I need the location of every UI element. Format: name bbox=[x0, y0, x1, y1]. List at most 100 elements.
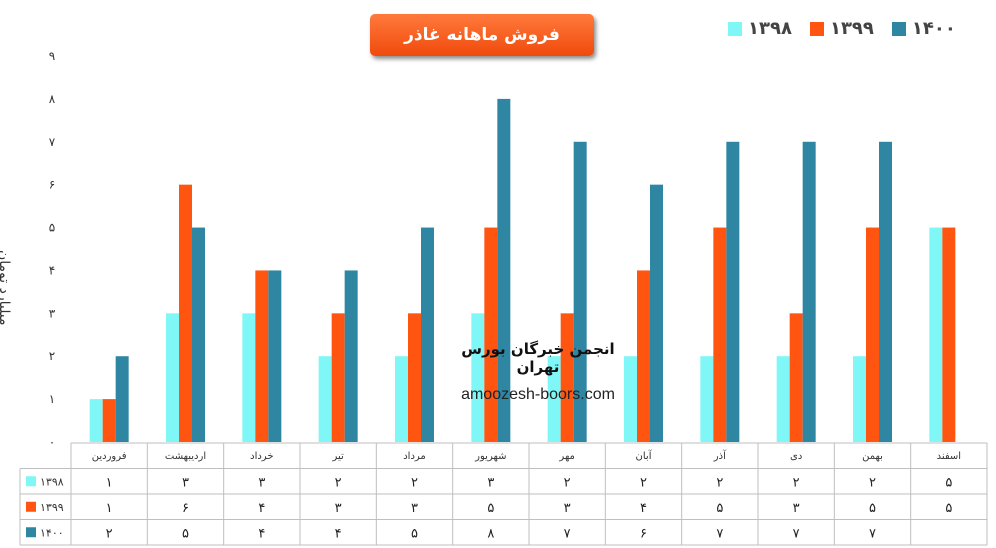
legend-swatch-1399 bbox=[809, 21, 824, 36]
data-label: ۷ bbox=[793, 526, 800, 541]
bar bbox=[853, 356, 866, 442]
data-label: ۴ bbox=[640, 501, 647, 516]
data-label: ۳ bbox=[564, 501, 571, 516]
y-tick-label: ۹ bbox=[49, 49, 55, 63]
bar bbox=[789, 313, 803, 442]
data-label: ۵ bbox=[716, 501, 723, 516]
data-label: ۵ bbox=[182, 526, 189, 541]
bar bbox=[395, 356, 408, 442]
data-label: ۵ bbox=[487, 501, 494, 516]
legend: ۱۳۹۸ ۱۳۹۹ ۱۴۰۰ bbox=[728, 18, 956, 39]
x-tick-label: اردیبهشت bbox=[165, 451, 206, 462]
watermark-url: amoozesh-boors.com bbox=[461, 386, 615, 403]
bar bbox=[942, 227, 956, 442]
bar bbox=[268, 270, 282, 442]
table-legend-swatch bbox=[26, 501, 36, 512]
bar bbox=[700, 356, 714, 442]
x-tick-label: تیر bbox=[332, 451, 345, 462]
y-tick-label: ۶ bbox=[49, 178, 55, 192]
legend-label-1398: ۱۳۹۸ bbox=[748, 18, 792, 39]
bar bbox=[497, 98, 511, 442]
x-tick-label: شهریور bbox=[474, 451, 506, 462]
bar bbox=[421, 227, 434, 442]
data-label: ۲ bbox=[640, 475, 647, 490]
bar bbox=[242, 313, 256, 442]
data-label: ۵ bbox=[411, 526, 418, 541]
x-tick-label: دی bbox=[790, 451, 802, 462]
y-axis-label: میلیارد تومان bbox=[0, 250, 12, 326]
data-label: ۶ bbox=[182, 501, 189, 516]
table-legend-swatch bbox=[26, 527, 36, 538]
data-label: ۲ bbox=[411, 475, 418, 490]
table-series-label: ۱۳۹۹ bbox=[40, 501, 64, 514]
table-legend-swatch bbox=[26, 476, 36, 487]
legend-item-1400: ۱۴۰۰ bbox=[891, 18, 956, 39]
table-series-label: ۱۴۰۰ bbox=[40, 526, 64, 539]
x-tick-label: فروردین bbox=[92, 451, 127, 462]
data-label: ۲ bbox=[335, 475, 342, 490]
bar bbox=[802, 141, 816, 442]
bar bbox=[929, 227, 943, 442]
data-label: ۳ bbox=[335, 501, 342, 516]
data-label: ۳ bbox=[793, 501, 800, 516]
x-tick-label: اسفند bbox=[937, 451, 961, 462]
bar bbox=[547, 356, 561, 442]
data-label: ۵ bbox=[869, 501, 876, 516]
data-label: ۷ bbox=[869, 526, 876, 541]
bar bbox=[344, 270, 358, 442]
y-tick-label: ۷ bbox=[49, 135, 56, 149]
data-label: ۷ bbox=[564, 526, 571, 541]
bar bbox=[650, 184, 663, 442]
bar bbox=[255, 270, 269, 442]
bar bbox=[573, 141, 587, 442]
bar bbox=[331, 313, 345, 442]
bar bbox=[166, 313, 179, 442]
bar bbox=[89, 399, 103, 442]
data-label: ۴ bbox=[258, 526, 265, 541]
data-label: ۴ bbox=[258, 501, 265, 516]
watermark-title: انجمن خبرگان بورس تهران bbox=[461, 340, 615, 376]
y-tick-label: ۸ bbox=[49, 92, 56, 106]
table-series-label: ۱۳۹۸ bbox=[40, 475, 64, 488]
bar bbox=[637, 270, 650, 442]
y-tick-label: ۰ bbox=[49, 435, 55, 449]
bar bbox=[318, 356, 332, 442]
x-tick-label: آذر bbox=[713, 449, 727, 462]
data-label: ۲ bbox=[869, 475, 876, 490]
data-label: ۵ bbox=[945, 501, 952, 516]
data-label: ۳ bbox=[487, 475, 494, 490]
legend-item-1399: ۱۳۹۹ bbox=[809, 18, 874, 39]
data-label: ۸ bbox=[487, 526, 494, 541]
bar bbox=[115, 356, 129, 442]
x-tick-label: آبان bbox=[636, 449, 653, 462]
chart-title-box: فروش ماهانه غاذر bbox=[370, 14, 594, 56]
y-tick-label: ۲ bbox=[49, 349, 55, 363]
legend-swatch-1400 bbox=[891, 21, 906, 36]
y-tick-label: ۴ bbox=[49, 263, 55, 277]
bar bbox=[192, 227, 205, 442]
data-label: ۲ bbox=[793, 475, 800, 490]
x-tick-label: مرداد bbox=[403, 451, 426, 462]
legend-swatch-1398 bbox=[728, 21, 742, 36]
bar bbox=[879, 141, 892, 442]
bar bbox=[179, 184, 192, 442]
x-tick-label: مهر bbox=[558, 451, 574, 462]
legend-item-1398: ۱۳۹۸ bbox=[728, 18, 792, 39]
legend-label-1399: ۱۳۹۹ bbox=[829, 18, 874, 39]
data-label: ۱ bbox=[106, 475, 113, 490]
data-label: ۵ bbox=[945, 475, 952, 490]
bar bbox=[866, 227, 879, 442]
data-label: ۱ bbox=[106, 501, 113, 516]
y-tick-label: ۱ bbox=[49, 392, 55, 406]
bar bbox=[726, 141, 740, 442]
bar bbox=[624, 356, 637, 442]
data-label: ۳ bbox=[258, 475, 265, 490]
x-tick-label: خرداد bbox=[250, 451, 273, 462]
watermark: انجمن خبرگان بورس تهران amoozesh-boors.c… bbox=[447, 340, 629, 404]
bar bbox=[560, 313, 574, 442]
bar bbox=[471, 313, 485, 442]
y-tick-label: ۳ bbox=[49, 306, 56, 320]
data-label: ۳ bbox=[182, 475, 189, 490]
bar bbox=[713, 227, 727, 442]
